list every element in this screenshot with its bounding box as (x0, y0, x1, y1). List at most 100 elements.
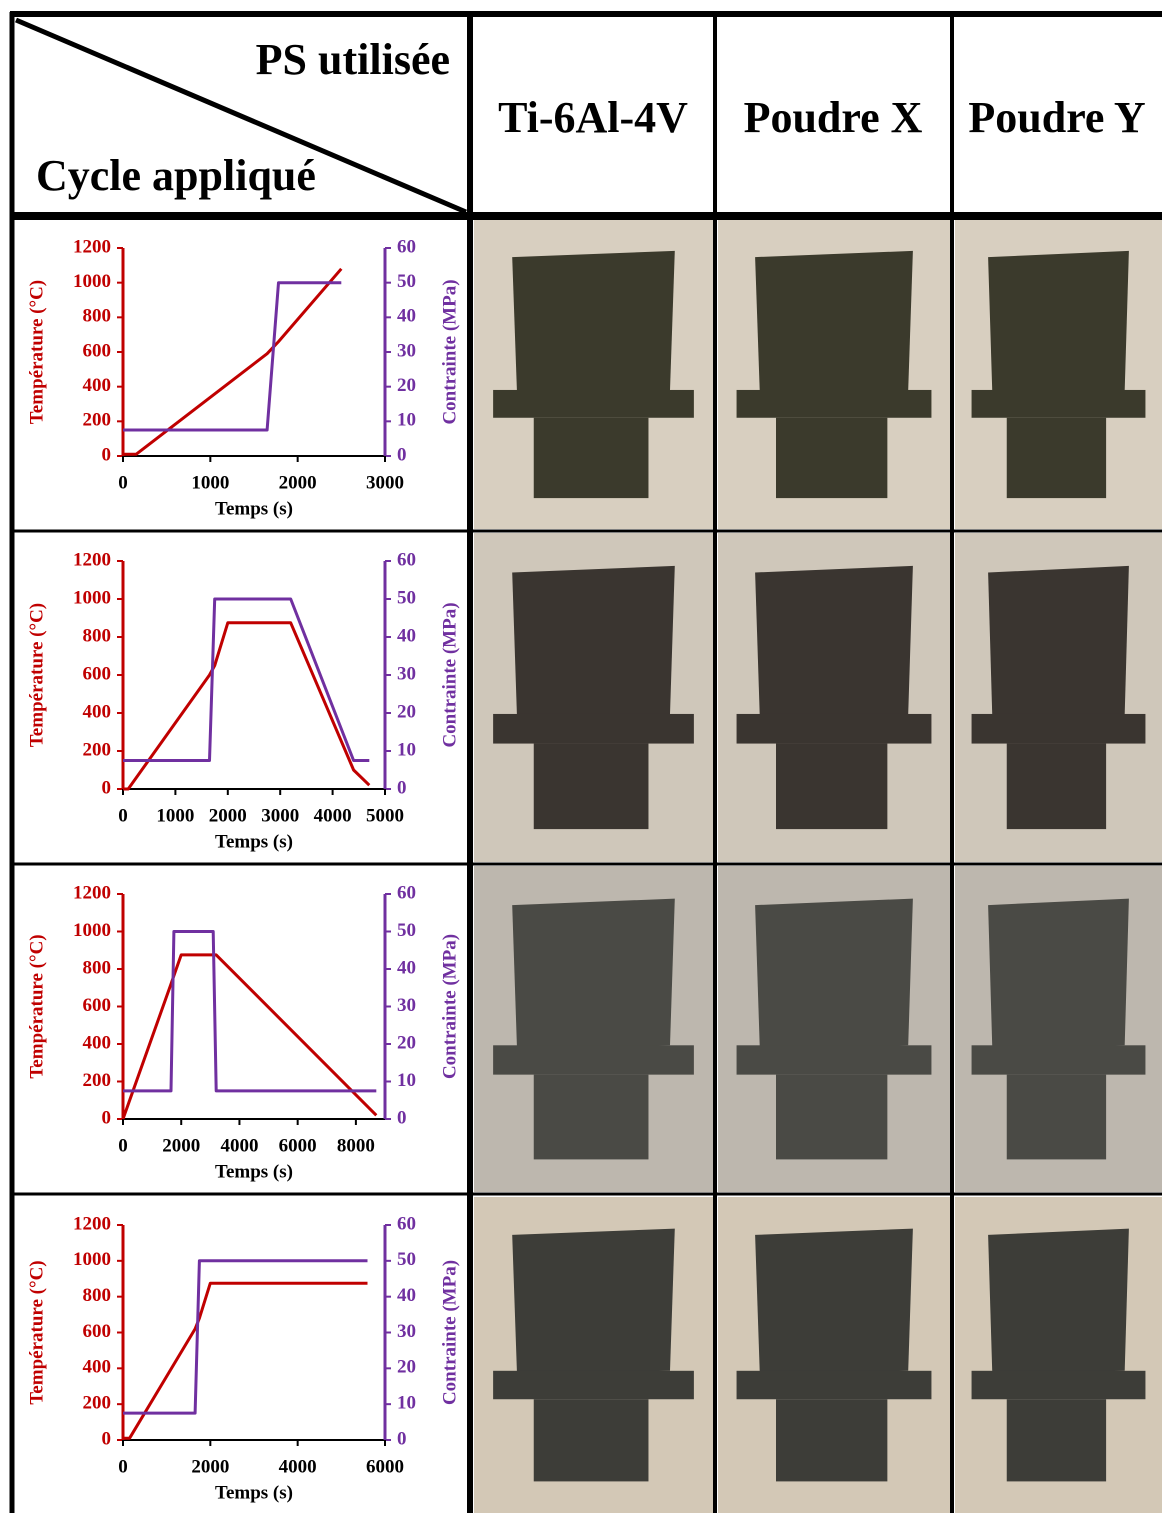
y2-tick-label: 30 (397, 663, 416, 684)
sample-root (533, 1074, 649, 1160)
sample-body (988, 565, 1129, 718)
y-tick-label: 0 (102, 1107, 112, 1128)
y2-tick-label: 60 (397, 236, 416, 257)
y2-tick-label: 0 (397, 777, 407, 798)
sample-body (512, 1228, 675, 1374)
y-tick-label: 1000 (73, 920, 111, 941)
stress-line (123, 930, 377, 1093)
sample-flange (736, 389, 932, 418)
y-tick-label: 200 (83, 1070, 112, 1091)
y-tick-label: 200 (83, 739, 112, 760)
sample-flange (971, 1045, 1146, 1075)
sample-flange (493, 713, 694, 744)
x-tick-label: 2000 (162, 1135, 200, 1156)
y-tick-label: 600 (83, 340, 112, 361)
y2-axis-label: Contrainte (MPa) (439, 934, 460, 1079)
x-axis-label: Temps (s) (215, 1482, 293, 1503)
y-tick-label: 1200 (73, 1213, 111, 1234)
y-tick-label: 200 (83, 410, 112, 431)
y-tick-label: 800 (83, 306, 112, 327)
x-tick-label: 0 (118, 805, 128, 826)
temperature-line (123, 1281, 368, 1440)
temperature-line (123, 267, 343, 456)
y-tick-label: 800 (83, 625, 112, 646)
y-axis-label: Température (°C) (26, 1260, 47, 1404)
x-tick-label: 4000 (314, 805, 352, 826)
y2-tick-label: 20 (397, 1357, 416, 1378)
y-tick-label: 200 (83, 1393, 112, 1414)
x-axis-label: Temps (s) (215, 1161, 293, 1182)
y2-axis-label: Contrainte (MPa) (439, 279, 460, 424)
sample-body (988, 898, 1129, 1049)
temperature-line (123, 621, 371, 791)
y-tick-label: 0 (102, 1428, 112, 1449)
y-tick-label: 400 (83, 375, 112, 396)
x-tick-label: 6000 (366, 1456, 404, 1477)
table-grid (9, 11, 1162, 1513)
y2-tick-label: 20 (397, 375, 416, 396)
y2-tick-label: 10 (397, 739, 416, 760)
x-tick-label: 0 (118, 1135, 128, 1156)
y2-tick-label: 0 (397, 1107, 407, 1128)
x-tick-label: 2000 (191, 1456, 229, 1477)
y-tick-label: 1200 (73, 882, 111, 903)
sample-flange (736, 1045, 932, 1075)
y2-tick-label: 0 (397, 1428, 407, 1449)
x-tick-label: 8000 (337, 1135, 375, 1156)
diagonal (15, 17, 467, 215)
y2-tick-label: 50 (397, 1249, 416, 1270)
temperature-line (121, 953, 378, 1120)
sample-body (755, 565, 913, 718)
y-tick-label: 600 (83, 995, 112, 1016)
y-tick-label: 400 (83, 1032, 112, 1053)
y-tick-label: 1000 (73, 271, 111, 292)
x-tick-label: 2000 (279, 472, 317, 493)
y-tick-label: 400 (83, 1357, 112, 1378)
x-axis-label: Temps (s) (215, 498, 293, 519)
x-tick-label: 0 (118, 472, 128, 493)
x-tick-label: 2000 (209, 805, 247, 826)
sample-body (755, 250, 913, 393)
y2-tick-label: 40 (397, 1285, 416, 1306)
sample-root (533, 743, 649, 830)
x-tick-label: 1000 (191, 472, 229, 493)
y2-tick-label: 20 (397, 701, 416, 722)
y-tick-label: 800 (83, 957, 112, 978)
sample-root (1006, 417, 1107, 499)
sample-flange (736, 1370, 932, 1400)
x-tick-label: 3000 (366, 472, 404, 493)
x-tick-label: 6000 (279, 1135, 317, 1156)
y2-tick-label: 30 (397, 1321, 416, 1342)
stress-line (123, 597, 370, 762)
y2-tick-label: 60 (397, 1213, 416, 1234)
y-tick-label: 800 (83, 1285, 112, 1306)
sample-flange (736, 713, 932, 744)
sample-root (776, 1074, 888, 1160)
x-tick-label: 3000 (261, 805, 299, 826)
y2-tick-label: 20 (397, 1032, 416, 1053)
y-tick-label: 0 (102, 444, 112, 465)
x-tick-label: 5000 (366, 805, 404, 826)
sample-body (988, 250, 1129, 393)
y2-axis-label: Contrainte (MPa) (439, 1260, 460, 1405)
x-tick-label: 1000 (156, 805, 194, 826)
sample-body (512, 898, 675, 1049)
sample-flange (971, 713, 1146, 744)
y-axis-label: Température (°C) (26, 934, 47, 1078)
y2-tick-label: 10 (397, 1393, 416, 1414)
sample-flange (493, 1370, 694, 1400)
y2-tick-label: 10 (397, 1070, 416, 1091)
column-header: Poudre Y (968, 93, 1145, 142)
y-axis-label: Température (°C) (26, 280, 47, 424)
y2-tick-label: 30 (397, 995, 416, 1016)
sample-body (988, 1228, 1129, 1374)
y2-tick-label: 60 (397, 549, 416, 570)
x-axis-label: Temps (s) (215, 831, 293, 852)
y2-tick-label: 50 (397, 271, 416, 292)
y2-tick-label: 40 (397, 625, 416, 646)
sample-root (776, 417, 888, 499)
x-tick-label: 0 (118, 1456, 128, 1477)
y-tick-label: 600 (83, 1321, 112, 1342)
y-tick-label: 400 (83, 701, 112, 722)
